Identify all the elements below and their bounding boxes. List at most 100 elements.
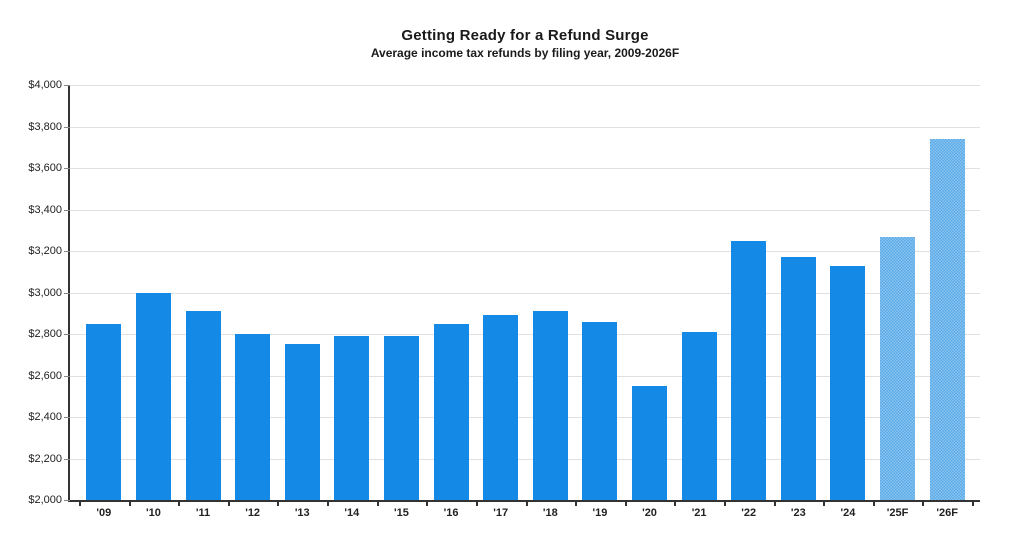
y-tick bbox=[64, 458, 70, 460]
x-tick bbox=[178, 502, 181, 506]
gridline bbox=[70, 251, 980, 252]
y-tick-label: $2,400 bbox=[28, 411, 62, 423]
gridline bbox=[70, 168, 980, 169]
x-tick bbox=[277, 502, 280, 506]
x-tick-label: '12 bbox=[245, 507, 261, 519]
y-tick-label: $2,800 bbox=[28, 328, 62, 340]
x-tick-label: '18 bbox=[542, 507, 558, 519]
y-tick bbox=[64, 85, 70, 86]
bar-slot bbox=[674, 85, 724, 500]
x-tick bbox=[972, 502, 974, 506]
y-tick-label: $3,400 bbox=[28, 203, 62, 216]
plot-area bbox=[64, 85, 980, 506]
x-tick bbox=[475, 502, 478, 506]
x-tick bbox=[773, 502, 776, 506]
x-tick-label: '11 bbox=[195, 507, 211, 519]
x-tick bbox=[575, 502, 578, 506]
bar-slot bbox=[79, 85, 129, 500]
x-tick bbox=[227, 502, 230, 506]
x-tick-label: '26F bbox=[936, 507, 958, 519]
bar-25F bbox=[880, 236, 916, 500]
y-axis-line bbox=[68, 85, 70, 502]
bar-slot bbox=[823, 85, 873, 500]
bars-container bbox=[79, 85, 972, 500]
gridline bbox=[70, 209, 980, 211]
bar-slot bbox=[476, 85, 526, 500]
bar-slot bbox=[129, 85, 179, 500]
x-tick-label: '21 bbox=[691, 507, 707, 519]
x-tick-label: '24 bbox=[840, 507, 856, 519]
bar-24 bbox=[830, 265, 866, 500]
y-tick bbox=[64, 417, 70, 418]
x-tick-label: '16 bbox=[443, 507, 459, 519]
x-axis-labels: '09 '10 '11 '12 '13 '14 '15 '16 '17 '18 '19 '20 '21 '… bbox=[79, 507, 972, 519]
bar-21 bbox=[681, 331, 717, 500]
bar-slot bbox=[575, 85, 625, 500]
gridline bbox=[70, 417, 980, 418]
x-tick-label: '13 bbox=[294, 507, 310, 519]
x-tick-label: '25F bbox=[886, 507, 909, 519]
gridline bbox=[70, 292, 980, 294]
x-tick-label: '20 bbox=[642, 507, 657, 519]
y-tick-label: $3,600 bbox=[28, 162, 62, 174]
y-tick bbox=[64, 500, 70, 501]
y-tick bbox=[64, 375, 70, 377]
bar-12 bbox=[235, 334, 271, 500]
x-tick bbox=[624, 502, 627, 506]
bar-09 bbox=[86, 323, 122, 500]
y-tick-label: $3,800 bbox=[28, 120, 62, 133]
bar-slot bbox=[525, 85, 575, 500]
bar-slot bbox=[277, 85, 327, 500]
y-tick-label: $2,600 bbox=[28, 369, 62, 382]
bar-26F bbox=[929, 138, 965, 500]
bar-23 bbox=[780, 257, 816, 500]
y-tick-label: $3,000 bbox=[28, 286, 62, 299]
bar-slot bbox=[377, 85, 427, 500]
bar-13 bbox=[284, 344, 320, 500]
bar-slot bbox=[774, 85, 824, 500]
bar-slot bbox=[873, 85, 923, 500]
chart-title: Getting Ready for a Refund Surge bbox=[401, 27, 649, 44]
x-tick-label: '09 bbox=[96, 507, 112, 519]
bar-slot bbox=[426, 85, 476, 500]
x-tick bbox=[128, 502, 131, 506]
bar-10 bbox=[135, 292, 171, 500]
chart-subtitle: Average income tax refunds by filing yea… bbox=[370, 46, 680, 60]
y-tick-label: $4,000 bbox=[28, 79, 62, 91]
gridline bbox=[70, 334, 980, 335]
x-tick bbox=[823, 502, 826, 506]
x-tick bbox=[426, 502, 429, 506]
x-tick-label: '22 bbox=[741, 507, 757, 519]
x-axis-line bbox=[68, 500, 980, 502]
x-tick bbox=[79, 502, 81, 506]
x-tick bbox=[674, 502, 677, 506]
bar-slot bbox=[724, 85, 774, 500]
y-tick bbox=[64, 251, 70, 252]
y-tick-label: $2,200 bbox=[28, 452, 62, 465]
y-tick-label: $2,000 bbox=[28, 494, 62, 506]
y-tick bbox=[64, 209, 70, 211]
gridline bbox=[70, 375, 980, 377]
gridline bbox=[70, 458, 980, 460]
x-tick bbox=[376, 502, 379, 506]
y-axis-labels: $2,000 $2,200 $2,400 $2,600 $2,800 $3,000 $3,2… bbox=[0, 79, 62, 506]
bar-18 bbox=[532, 311, 568, 500]
x-tick-label: '19 bbox=[592, 507, 608, 519]
bar-slot bbox=[327, 85, 377, 500]
y-tick-label: $3,200 bbox=[28, 245, 62, 257]
x-tick bbox=[922, 502, 925, 506]
x-tick-label: '23 bbox=[790, 507, 806, 519]
gridline bbox=[70, 126, 980, 128]
gridline bbox=[70, 85, 980, 86]
y-tick bbox=[64, 168, 70, 169]
y-tick bbox=[64, 334, 70, 335]
bar-19 bbox=[582, 321, 618, 500]
x-tick-label: '14 bbox=[344, 507, 360, 519]
x-tick-label: '17 bbox=[493, 507, 509, 519]
x-tick bbox=[327, 502, 330, 506]
bar-16 bbox=[433, 323, 469, 500]
bar-slot bbox=[625, 85, 675, 500]
y-tick bbox=[64, 292, 70, 294]
bar-11 bbox=[185, 311, 221, 500]
